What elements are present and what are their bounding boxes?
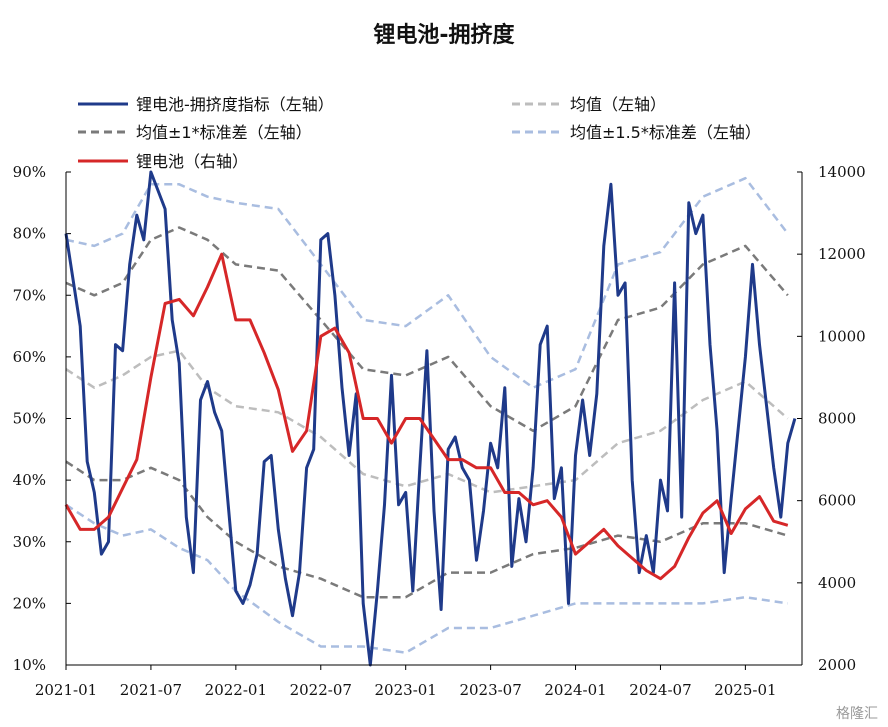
series-line [64, 252, 789, 581]
series-line [65, 226, 789, 433]
right-tick-label: 12000 [818, 245, 866, 263]
right-tick-label: 14000 [818, 163, 866, 181]
left-tick-label: 30% [13, 533, 46, 551]
left-tick-label: 60% [13, 348, 46, 366]
left-axis-ticks: 90% 80% 70% 60% 50% 40% 30% 20% 10% [13, 163, 71, 674]
legend: 锂电池-拥挤度指标（左轴） 均值（左轴） 均值±1*标准差（左轴） 均值±1.5*标准… [78, 95, 761, 171]
left-tick-label: 80% [13, 225, 46, 243]
legend-label: 锂电池-拥挤度指标（左轴） [136, 95, 334, 114]
x-tick-label: 2024-01 [544, 681, 606, 699]
chart-title: 锂电池-拥挤度 [373, 22, 515, 48]
legend-label: 均值±1.5*标准差（左轴） [570, 123, 761, 142]
left-tick-label: 90% [13, 163, 46, 181]
watermark-logo: 格隆汇 [836, 706, 878, 722]
right-tick-label: 8000 [818, 410, 856, 428]
x-tick-label: 2021-07 [120, 681, 182, 699]
right-tick-label: 10000 [818, 327, 866, 345]
right-tick-label: 4000 [818, 574, 856, 592]
x-tick-label: 2023-07 [459, 681, 521, 699]
legend-label: 锂电池（右轴） [136, 152, 248, 171]
x-tick-label: 2022-01 [205, 681, 267, 699]
x-tick-label: 2021-01 [35, 681, 97, 699]
x-tick-label: 2023-01 [375, 681, 437, 699]
x-axis-ticks: 2021-01 2021-07 2022-01 2022-07 2023-01 2023-… [35, 665, 777, 699]
series-line [65, 503, 788, 654]
series-line [65, 460, 789, 599]
x-tick-label: 2022-07 [290, 681, 352, 699]
series-layer [64, 170, 797, 667]
x-tick-label: 2025-01 [714, 681, 776, 699]
left-tick-label: 20% [13, 594, 46, 612]
left-tick-label: 50% [13, 410, 46, 428]
legend-label: 均值（左轴） [570, 95, 666, 114]
x-tick-label: 2024-07 [629, 681, 691, 699]
left-tick-label: 70% [13, 286, 46, 304]
legend-label: 均值±1*标准差（左轴） [136, 123, 312, 142]
series-line [64, 170, 797, 667]
left-tick-label: 10% [13, 656, 46, 674]
right-tick-label: 2000 [818, 656, 856, 674]
right-axis-ticks: 14000 12000 10000 8000 6000 4000 2000 [797, 163, 866, 674]
left-tick-label: 40% [13, 471, 46, 489]
right-tick-label: 6000 [818, 492, 856, 510]
